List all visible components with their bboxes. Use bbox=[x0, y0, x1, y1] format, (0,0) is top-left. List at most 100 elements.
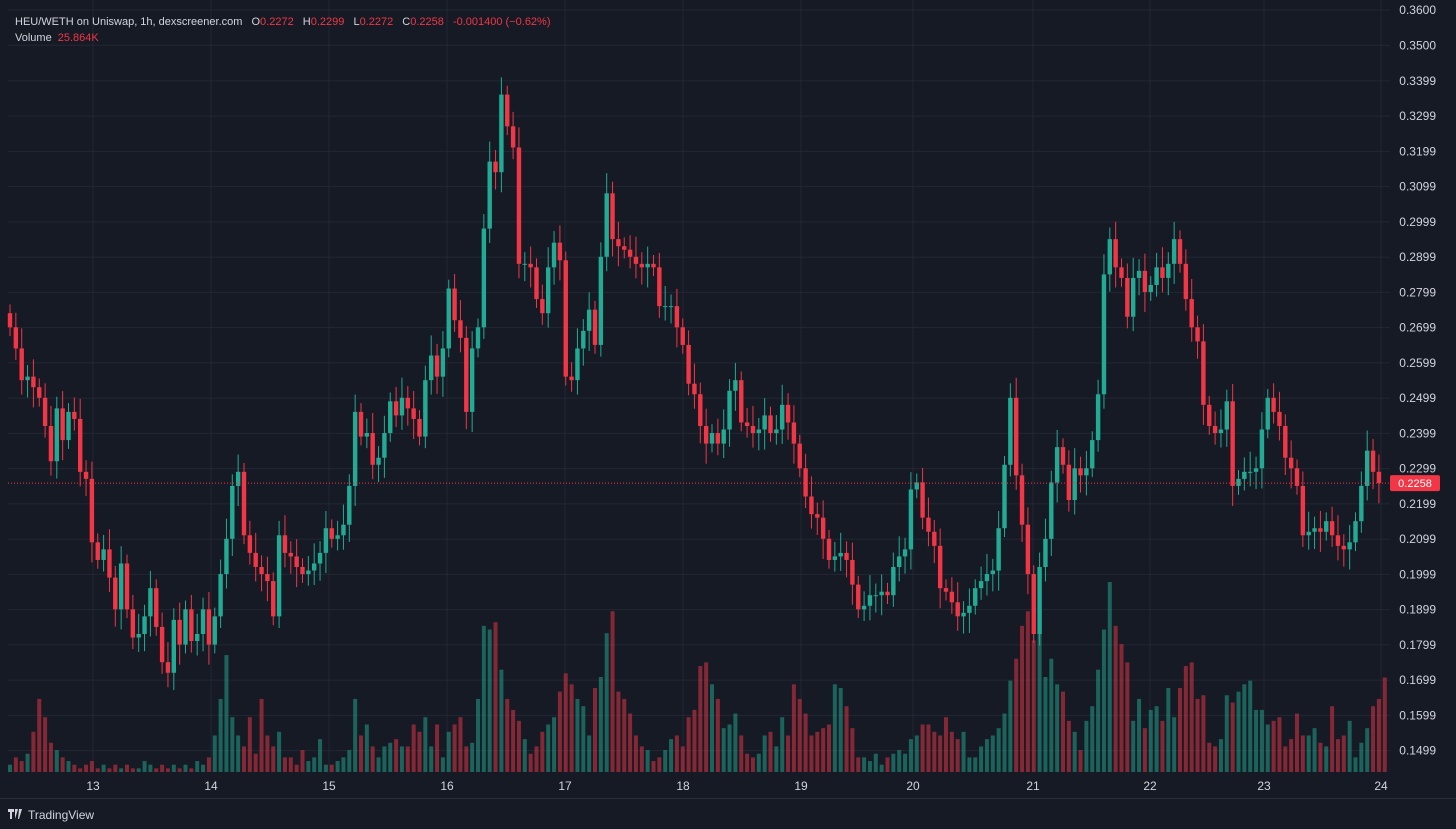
candle bbox=[768, 406, 773, 442]
candle bbox=[364, 418, 370, 449]
volume-bar bbox=[411, 724, 416, 772]
volume-bar bbox=[1154, 706, 1159, 772]
candle bbox=[645, 246, 650, 288]
candle bbox=[177, 602, 182, 665]
candle bbox=[540, 284, 545, 325]
volume-bar bbox=[470, 742, 475, 772]
volume-bar bbox=[446, 731, 451, 772]
volume-bar bbox=[19, 761, 24, 772]
volume-bar bbox=[1207, 742, 1212, 772]
volume-bar bbox=[1061, 691, 1065, 772]
volume-bar bbox=[622, 698, 627, 772]
candle bbox=[382, 415, 387, 478]
volume-bar bbox=[955, 739, 960, 772]
volume-bar bbox=[926, 724, 931, 772]
volume-bar bbox=[1078, 750, 1083, 772]
volume-bar bbox=[306, 761, 311, 772]
candle bbox=[1119, 258, 1124, 287]
candle bbox=[13, 312, 19, 361]
candle bbox=[926, 497, 931, 547]
candle bbox=[335, 520, 340, 551]
volume-bar bbox=[1166, 687, 1171, 772]
candle bbox=[1054, 429, 1060, 503]
volume-bar bbox=[628, 713, 633, 772]
candle bbox=[1376, 454, 1382, 504]
candle bbox=[1335, 515, 1341, 561]
candle bbox=[341, 504, 346, 550]
candle bbox=[622, 237, 627, 259]
tradingview-brand[interactable]: TradingView bbox=[8, 808, 94, 822]
volume-bar bbox=[505, 698, 510, 772]
candle bbox=[984, 553, 990, 596]
volume-bar bbox=[1125, 662, 1130, 772]
volume-bar bbox=[300, 750, 305, 772]
volume-bar bbox=[376, 757, 381, 772]
candle bbox=[130, 594, 136, 650]
volume-bar bbox=[201, 764, 206, 772]
candle bbox=[212, 607, 217, 654]
high-value: 0.2299 bbox=[310, 16, 345, 28]
volume-bar bbox=[335, 761, 340, 772]
last-price-label: 0.2258 bbox=[1398, 478, 1432, 490]
volume-bar bbox=[183, 764, 188, 772]
volume-bar bbox=[282, 757, 287, 772]
candle bbox=[914, 473, 919, 499]
candle bbox=[727, 379, 732, 447]
open-label: O bbox=[251, 16, 261, 28]
volume-bar bbox=[130, 768, 135, 772]
volume-bar bbox=[1137, 698, 1142, 772]
x-tick-label: 15 bbox=[322, 779, 336, 793]
candle bbox=[1014, 377, 1019, 490]
candle bbox=[230, 474, 235, 557]
volume-bar bbox=[440, 757, 445, 772]
candle bbox=[1148, 276, 1153, 301]
candle bbox=[1283, 414, 1288, 475]
candle bbox=[253, 532, 258, 582]
volume-bar bbox=[364, 724, 369, 772]
candle bbox=[867, 575, 873, 621]
footer-bar: TradingView bbox=[0, 798, 1456, 829]
candle bbox=[785, 393, 791, 440]
candle bbox=[856, 575, 861, 619]
y-tick-label: 0.2899 bbox=[1399, 250, 1436, 264]
candle bbox=[235, 454, 241, 507]
volume-bar bbox=[645, 750, 650, 772]
candle bbox=[1288, 440, 1294, 489]
volume-bar bbox=[944, 717, 948, 772]
volume-bar bbox=[464, 746, 469, 772]
volume-bar bbox=[949, 731, 954, 772]
volume-bar bbox=[1090, 706, 1095, 772]
volume-bar bbox=[663, 750, 668, 772]
candle bbox=[189, 594, 194, 653]
volume-bar bbox=[236, 735, 241, 772]
candle bbox=[312, 543, 317, 585]
volume-bar bbox=[1230, 702, 1235, 772]
y-tick-label: 0.3500 bbox=[1399, 38, 1436, 52]
candle bbox=[1107, 227, 1112, 292]
last-price-marker: 0.2258 bbox=[8, 475, 1440, 492]
candle bbox=[124, 554, 130, 619]
x-tick-label: 18 bbox=[676, 779, 690, 793]
candle bbox=[452, 274, 457, 332]
x-tick-label: 23 bbox=[1257, 779, 1271, 793]
volume-bar bbox=[417, 731, 422, 772]
volume-bar bbox=[581, 706, 586, 772]
volume-bar bbox=[37, 698, 42, 772]
volume-bar bbox=[318, 739, 323, 772]
volume-bar bbox=[160, 764, 165, 772]
volume-bar bbox=[604, 633, 609, 772]
candle bbox=[376, 446, 381, 483]
volume-bar bbox=[1072, 731, 1077, 772]
candle bbox=[908, 472, 914, 570]
volume-bar bbox=[639, 746, 644, 772]
candle bbox=[674, 288, 680, 348]
volume-bar bbox=[1371, 706, 1376, 772]
candle bbox=[25, 365, 30, 398]
brand-label: TradingView bbox=[28, 808, 95, 822]
volume-bar bbox=[756, 753, 761, 772]
legend-volume-row: Volume 25.864K bbox=[15, 30, 551, 46]
candle bbox=[780, 384, 785, 444]
last-price-box bbox=[1390, 475, 1440, 492]
candle bbox=[1166, 252, 1171, 296]
